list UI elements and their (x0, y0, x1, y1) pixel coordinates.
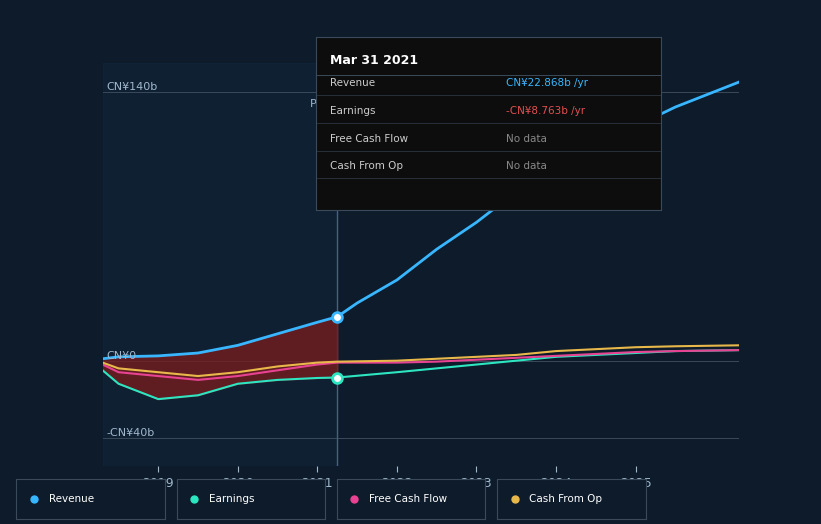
Text: CN¥0: CN¥0 (107, 351, 137, 361)
Bar (103, 63, 337, 466)
Text: Cash From Op: Cash From Op (530, 494, 603, 504)
Text: Free Cash Flow: Free Cash Flow (369, 494, 447, 504)
Text: -CN¥8.763b /yr: -CN¥8.763b /yr (506, 106, 585, 116)
Text: Earnings: Earnings (209, 494, 255, 504)
Text: Revenue: Revenue (330, 78, 375, 88)
Text: -CN¥40b: -CN¥40b (107, 428, 155, 438)
Text: No data: No data (506, 161, 547, 171)
Text: Revenue: Revenue (49, 494, 94, 504)
Text: Earnings: Earnings (330, 106, 375, 116)
Text: Past: Past (310, 99, 333, 108)
Text: Mar 31 2021: Mar 31 2021 (330, 54, 418, 67)
Text: Cash From Op: Cash From Op (330, 161, 403, 171)
Text: CN¥22.868b /yr: CN¥22.868b /yr (506, 78, 588, 88)
Text: Analysts Forecasts: Analysts Forecasts (342, 99, 445, 108)
Text: No data: No data (506, 134, 547, 144)
Text: CN¥140b: CN¥140b (107, 82, 158, 92)
Text: Free Cash Flow: Free Cash Flow (330, 134, 408, 144)
